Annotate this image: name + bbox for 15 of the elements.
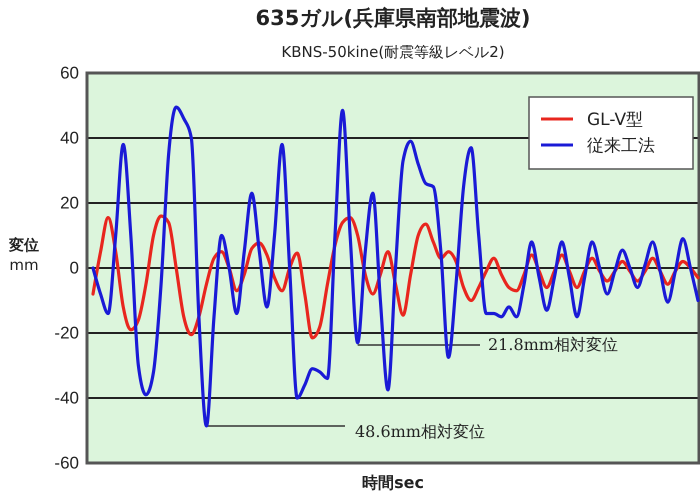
y-tick-label: -20 (54, 323, 79, 342)
y-tick-label: -60 (54, 453, 79, 472)
chart-subtitle: KBNS-50kine(耐震等級レベル2) (281, 43, 505, 61)
legend-label: 従来工法 (587, 136, 655, 156)
y-tick-label: 60 (60, 63, 79, 82)
y-axis-title: 変位 mm (8, 236, 39, 274)
y-tick-label: -40 (54, 388, 79, 408)
annotation: 21.8mm相対変位 (488, 335, 618, 354)
x-axis-title: 時間sec (362, 473, 424, 492)
y-tick-label: 0 (70, 258, 79, 278)
y-tick-label: 20 (60, 193, 79, 212)
annotation: 48.6mm相対変位 (355, 422, 485, 441)
chart-title: 635ガル(兵庫県南部地震波) (255, 6, 531, 30)
y-tick-label: 40 (60, 128, 79, 148)
legend-label: GL-V型 (587, 110, 644, 130)
